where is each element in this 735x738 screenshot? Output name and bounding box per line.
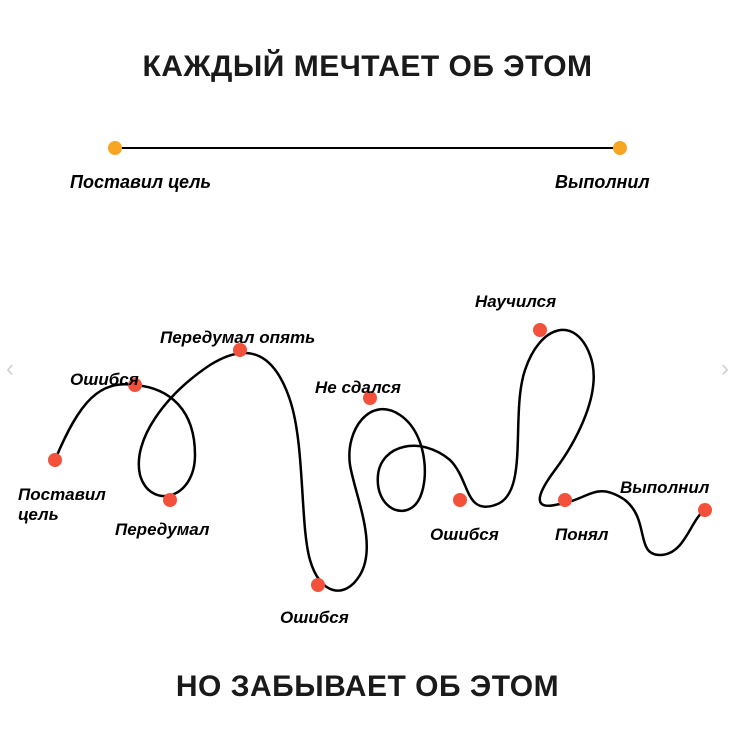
dream-label-1: Выполнил xyxy=(555,172,650,193)
reality-label-5: Ошибся xyxy=(280,608,349,628)
reality-label-7: Ошибся xyxy=(430,525,499,545)
reality-label-1: цель xyxy=(18,505,59,525)
dream-label-0: Поставил цель xyxy=(70,172,211,193)
reality-label-8: Научился xyxy=(475,292,556,312)
reality-label-3: Передумал xyxy=(115,520,210,540)
reality-label-0: Поставил xyxy=(18,485,106,505)
reality-label-9: Понял xyxy=(555,525,608,545)
diagram-canvas xyxy=(0,0,735,738)
chevron-left-icon[interactable]: ‹ xyxy=(6,355,14,383)
chevron-right-icon[interactable]: › xyxy=(721,355,729,383)
reality-label-4: Передумал опять xyxy=(160,328,315,348)
reality-label-2: Ошибся xyxy=(70,370,139,390)
reality-label-6: Не сдался xyxy=(315,378,401,398)
reality-label-10: Выполнил xyxy=(620,478,709,498)
